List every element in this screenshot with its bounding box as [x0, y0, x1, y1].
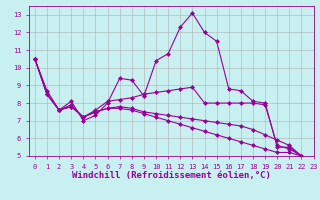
X-axis label: Windchill (Refroidissement éolien,°C): Windchill (Refroidissement éolien,°C): [72, 171, 271, 180]
